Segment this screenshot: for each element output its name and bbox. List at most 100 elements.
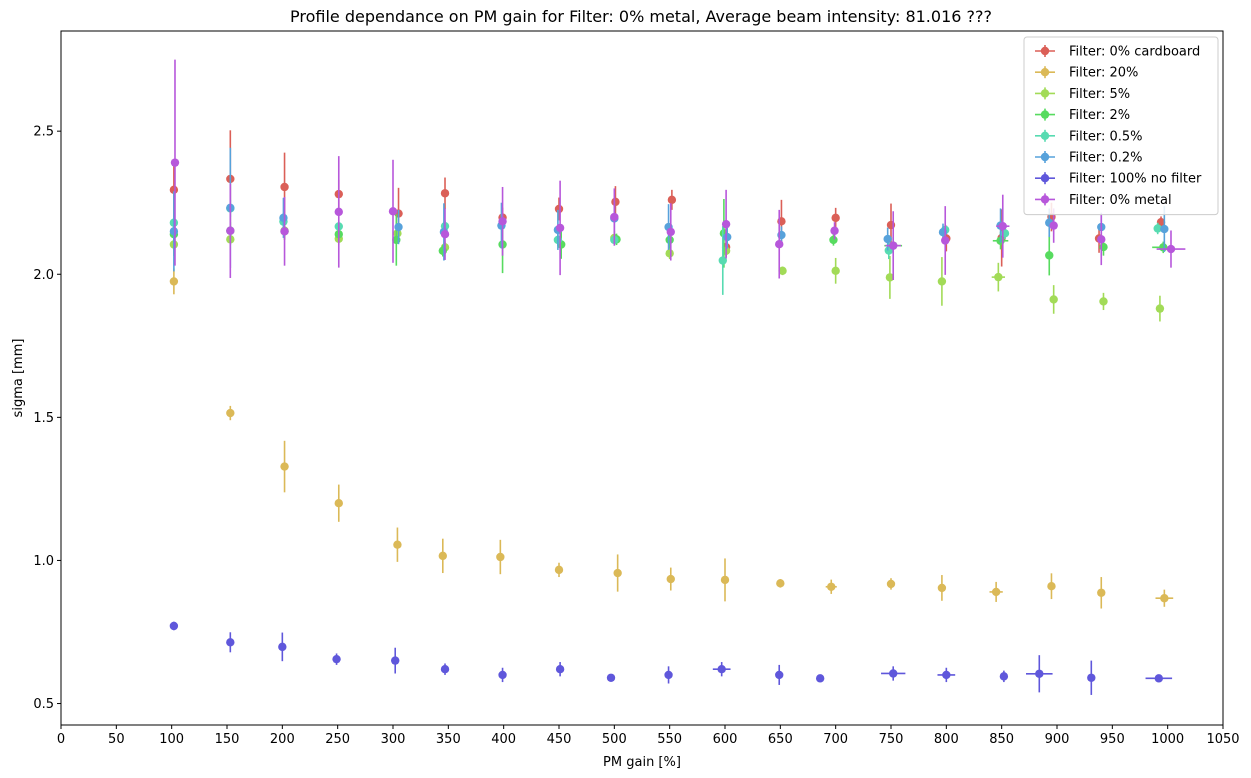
x-tick-label: 0 <box>57 732 65 747</box>
y-axis-ticks: 0.5 1.0 1.5 2.0 2.5 <box>33 125 61 712</box>
legend-label: Filter: 0.2% <box>1069 151 1143 166</box>
data-point <box>883 234 892 244</box>
data-point <box>1160 594 1169 603</box>
data-point <box>886 579 896 589</box>
data-point <box>665 235 674 245</box>
data-point <box>723 232 732 242</box>
data-point <box>1049 221 1058 230</box>
data-point <box>606 673 616 682</box>
x-tick-label: 100 <box>159 732 184 747</box>
x-tick-label: 350 <box>436 732 461 747</box>
data-point <box>279 213 288 223</box>
legend-marker <box>1040 174 1050 183</box>
data-point <box>440 229 450 239</box>
y-tick-label: 2.5 <box>33 125 54 140</box>
data-point <box>169 227 179 236</box>
data-point <box>280 462 289 471</box>
data-point <box>937 277 947 286</box>
x-axis-label: PM gain [%] <box>603 755 681 770</box>
data-point <box>1154 674 1164 683</box>
data-point <box>667 195 677 205</box>
x-tick-label: 450 <box>547 732 572 747</box>
data-point <box>831 213 840 223</box>
data-point <box>226 226 235 235</box>
data-point <box>776 579 785 588</box>
x-tick-label: 150 <box>215 732 240 747</box>
y-tick-label: 0.5 <box>33 697 54 712</box>
series-1 <box>169 268 1174 609</box>
data-point <box>717 664 726 674</box>
data-point <box>889 241 898 250</box>
legend-label: Filter: 5% <box>1069 87 1130 102</box>
x-tick-label: 800 <box>934 732 959 747</box>
legend-label: Filter: 0.5% <box>1069 129 1143 144</box>
x-tick-label: 1000 <box>1151 732 1184 747</box>
legend: Filter: 0% cardboard Filter: 20% Filter: 5… <box>1023 36 1219 216</box>
data-point <box>334 207 343 217</box>
data-point <box>555 664 565 674</box>
data-point <box>278 642 287 652</box>
data-point <box>1097 235 1106 244</box>
plot-frame <box>60 30 1224 726</box>
y-tick-label: 1.0 <box>33 554 54 569</box>
data-point <box>1045 251 1054 260</box>
x-tick-label: 550 <box>657 732 682 747</box>
y-axis-label: sigma [mm] <box>11 339 26 418</box>
data-point <box>1035 669 1044 678</box>
x-tick-label: 300 <box>381 732 406 747</box>
data-point <box>388 207 398 216</box>
data-point <box>775 670 784 680</box>
data-point <box>827 582 836 591</box>
x-tick-label: 750 <box>879 732 904 747</box>
x-tick-label: 1050 <box>1206 732 1239 747</box>
series-4 <box>169 199 1162 295</box>
x-tick-label: 200 <box>270 732 295 747</box>
data-point <box>280 182 289 192</box>
data-point <box>332 654 341 664</box>
legend-label: Filter: 100% no filter <box>1069 172 1202 187</box>
legend-label: Filter: 2% <box>1069 108 1130 123</box>
data-point <box>1047 582 1056 591</box>
data-point <box>1099 297 1108 306</box>
series-6 <box>169 621 1173 695</box>
legend-marker <box>1040 195 1050 204</box>
data-point <box>554 565 564 575</box>
data-point <box>664 670 673 680</box>
data-point <box>498 217 507 226</box>
legend-label: Filter: 20% <box>1069 66 1138 81</box>
data-point <box>169 185 179 195</box>
chart-title: Profile dependance on PM gain for Filter… <box>290 7 992 26</box>
legend-label: Filter: 0% metal <box>1069 193 1172 208</box>
data-point <box>226 408 235 418</box>
data-point <box>889 669 898 678</box>
x-tick-label: 650 <box>768 732 793 747</box>
data-point <box>169 621 179 631</box>
data-point <box>885 273 895 282</box>
x-tick-label: 50 <box>108 732 125 747</box>
data-point <box>721 219 731 229</box>
data-point <box>998 221 1007 231</box>
y-tick-label: 2.0 <box>33 268 54 283</box>
data-point <box>1153 224 1162 233</box>
data-point <box>170 158 180 167</box>
data-point <box>1097 588 1106 597</box>
data-point <box>613 568 622 578</box>
x-tick-label: 700 <box>823 732 848 747</box>
data-point <box>665 249 674 258</box>
data-point <box>1156 217 1166 227</box>
data-point <box>778 266 787 276</box>
data-point <box>393 540 402 549</box>
data-point <box>941 236 950 245</box>
data-point <box>610 212 619 222</box>
x-tick-label: 600 <box>713 732 738 747</box>
legend-marker <box>1040 68 1050 77</box>
data-point <box>830 226 839 235</box>
x-tick-label: 400 <box>491 732 516 747</box>
y-tick-label: 1.5 <box>33 411 54 426</box>
legend-marker <box>1040 152 1050 162</box>
plot-marks <box>169 59 1186 695</box>
data-point <box>393 229 402 238</box>
data-point <box>440 189 450 198</box>
legend-marker <box>1040 110 1050 119</box>
